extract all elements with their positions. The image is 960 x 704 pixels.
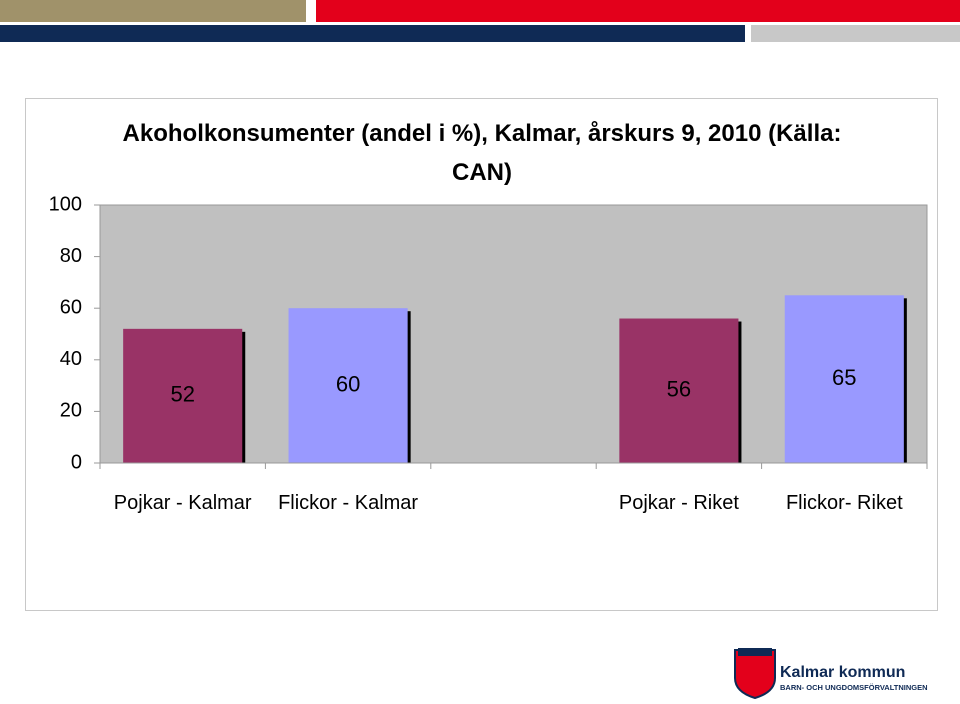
logo-name: Kalmar kommun [780,664,905,681]
y-tick-label: 80 [60,245,82,267]
value-label: 52 [170,382,194,407]
deco-bar [0,25,745,42]
value-label: 65 [832,365,856,390]
logo: Kalmar kommun BARN- OCH UNGDOMSFÖRVALTNI… [734,648,928,700]
bar [619,318,739,463]
deco-bar [0,0,306,22]
x-tick-label: Flickor- Riket [785,492,903,514]
value-label: 60 [336,371,360,396]
value-label: 56 [667,377,691,402]
deco-bar [751,25,960,42]
x-tick-label: Pojkar - Kalmar [113,492,252,514]
bar [123,328,243,463]
x-tick-label: Pojkar - Riket [618,492,739,514]
y-tick-label: 0 [71,451,82,473]
deco-bar [316,0,960,22]
logo-shield [734,649,776,700]
bar [784,295,904,463]
logo-department: BARN- OCH UNGDOMSFÖRVALTNINGEN [780,683,928,692]
y-tick-label: 100 [49,193,82,215]
x-tick-label: Flickor - Kalmar [278,492,419,514]
logo-crown [738,648,772,656]
y-tick-label: 20 [60,400,82,422]
chart-title: Akoholkonsumenter (andel i %), Kalmar, å… [122,120,842,186]
y-tick-label: 40 [60,348,82,370]
y-tick-label: 60 [60,296,82,318]
bar [288,308,408,463]
